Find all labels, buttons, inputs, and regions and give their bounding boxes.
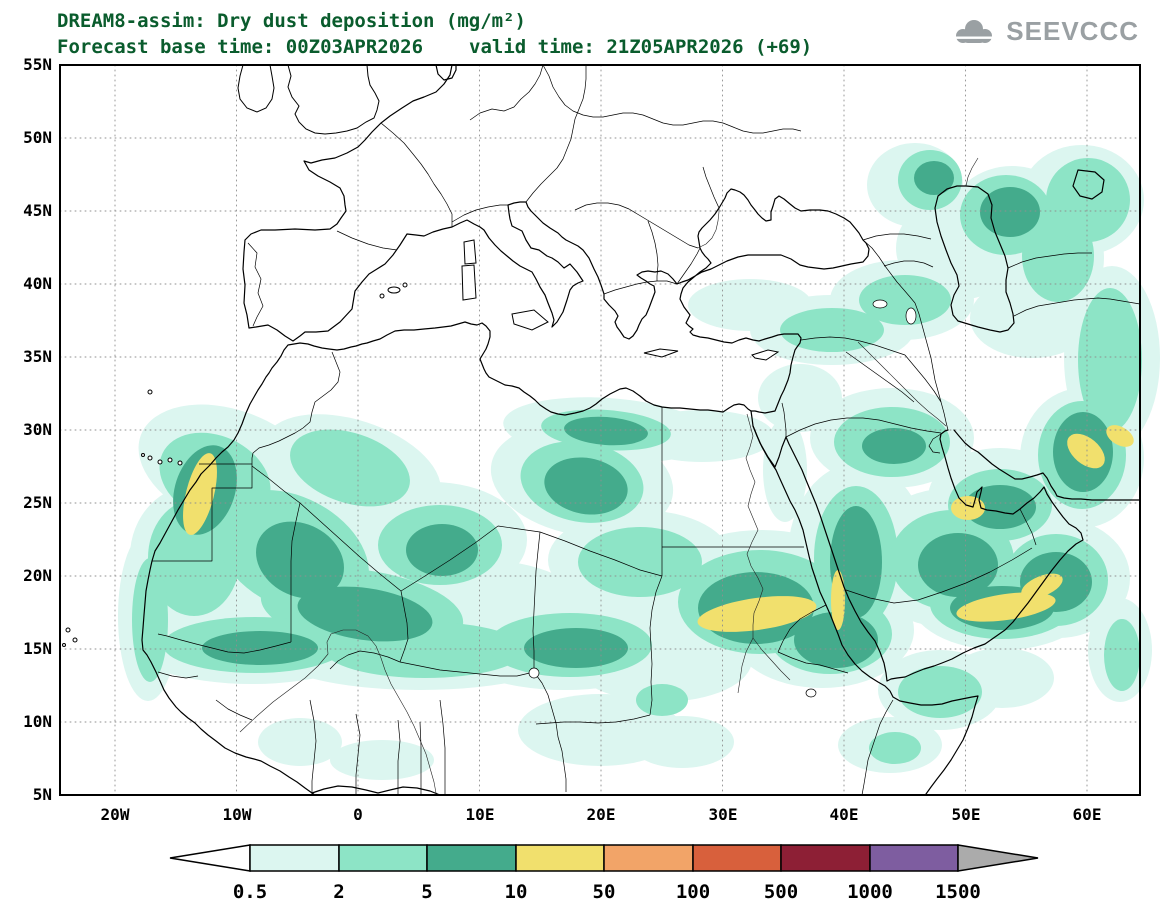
colorbar-segment bbox=[603, 844, 694, 872]
colorbar-over-arrow bbox=[957, 844, 1039, 872]
colorbar-tick: 1500 bbox=[935, 881, 981, 903]
valid-time: valid time: 21Z05APR2026 (+69) bbox=[469, 36, 813, 58]
colorbar-under-arrow bbox=[169, 844, 251, 872]
rivers bbox=[239, 157, 979, 794]
colorbar-tick-labels: 0.5 2 5 10 50 100 500 1000 1500 bbox=[233, 881, 981, 903]
lat-label: 10N bbox=[23, 712, 52, 731]
coastlines bbox=[141, 64, 1141, 796]
seevccc-logo: SEEVCCC bbox=[950, 16, 1139, 47]
lake-tana bbox=[805, 688, 817, 698]
colorbar-tick: 1000 bbox=[847, 881, 893, 903]
colorbar-segment bbox=[780, 844, 871, 872]
colorbar-tick: 0.5 bbox=[233, 881, 267, 903]
colorbar-tick: 2 bbox=[333, 881, 344, 903]
lat-label: 5N bbox=[33, 785, 52, 804]
colorbar-tick: 50 bbox=[593, 881, 616, 903]
lat-label: 25N bbox=[23, 493, 52, 512]
colorbar: 0.5 2 5 10 50 100 500 1000 1500 bbox=[169, 844, 1039, 903]
title-line-2: Forecast base time: 00Z03APR2026 valid ti… bbox=[57, 34, 812, 60]
colorbar-segment bbox=[338, 844, 428, 872]
forecast-base-time: Forecast base time: 00Z03APR2026 bbox=[57, 36, 424, 58]
colorbar-tick: 10 bbox=[505, 881, 528, 903]
lat-label: 30N bbox=[23, 420, 52, 439]
country-borders bbox=[152, 64, 1141, 796]
lat-label: 20N bbox=[23, 566, 52, 585]
colorbar-tick: 100 bbox=[676, 881, 710, 903]
lon-axis-labels: 20W 10W 0 10E 20E 30E 40E 50E 60E bbox=[101, 805, 1102, 824]
lon-label: 30E bbox=[709, 805, 738, 824]
map-frame bbox=[59, 64, 1141, 796]
dust-field-level-10-50 bbox=[183, 425, 1134, 632]
lon-label: 40E bbox=[830, 805, 859, 824]
lat-label: 40N bbox=[23, 274, 52, 293]
colorbar-tick: 500 bbox=[764, 881, 798, 903]
lat-label: 45N bbox=[23, 201, 52, 220]
title-line-1: DREAM8-assim: Dry dust deposition (mg/m²… bbox=[57, 10, 526, 32]
lon-label: 10E bbox=[466, 805, 495, 824]
lake-chad bbox=[528, 667, 540, 679]
islands bbox=[62, 64, 780, 647]
lat-label: 35N bbox=[23, 347, 52, 366]
lon-label: 50E bbox=[952, 805, 981, 824]
cloud-icon bbox=[955, 19, 994, 43]
lake-urmia bbox=[905, 307, 917, 325]
colorbar-segment bbox=[869, 844, 959, 872]
lon-label: 20W bbox=[101, 805, 130, 824]
lat-label: 55N bbox=[23, 55, 52, 74]
lon-label: 0 bbox=[353, 805, 363, 824]
plot-title: DREAM8-assim: Dry dust deposition (mg/m²… bbox=[57, 8, 812, 60]
colorbar-segment bbox=[692, 844, 782, 872]
colorbar-tick: 5 bbox=[421, 881, 432, 903]
colorbar-segment bbox=[426, 844, 517, 872]
lon-label: 60E bbox=[1073, 805, 1102, 824]
lat-label: 15N bbox=[23, 639, 52, 658]
lake-van bbox=[872, 299, 888, 309]
lat-label: 50N bbox=[23, 128, 52, 147]
lon-label: 10W bbox=[223, 805, 252, 824]
colorbar-segment bbox=[515, 844, 605, 872]
lat-axis-labels: 55N 50N 45N 40N 35N 30N 25N 20N 15N 10N … bbox=[23, 55, 52, 804]
logo-text: SEEVCCC bbox=[1006, 16, 1139, 46]
lon-label: 20E bbox=[587, 805, 616, 824]
colorbar-segment bbox=[249, 844, 340, 872]
